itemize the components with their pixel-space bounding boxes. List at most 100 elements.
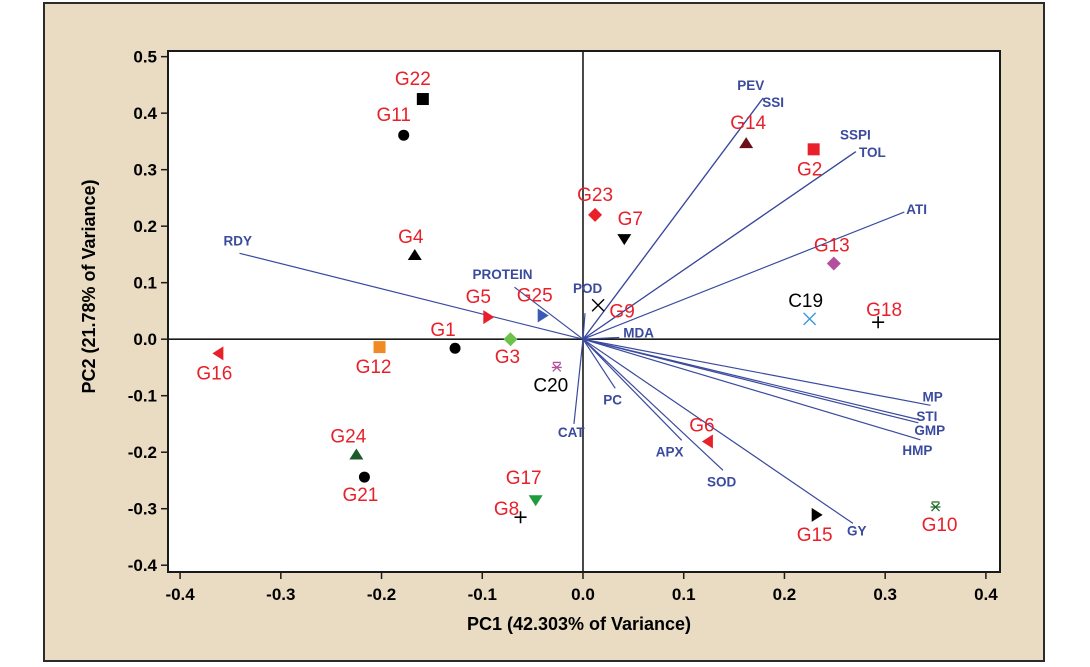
loading-label-ssi: SSI (762, 95, 784, 110)
observation-g5: G5 (466, 287, 495, 325)
marker-circle (449, 342, 461, 354)
x-tick-label: -0.1 (468, 585, 497, 604)
observation-label: G18 (866, 300, 902, 321)
marker-plus (514, 511, 527, 524)
marker-square (416, 93, 429, 106)
loading-label-tol: TOL (859, 145, 886, 160)
y-tick-label: 0.2 (133, 217, 157, 236)
marker-triangle-up (407, 248, 422, 260)
observation-label: G23 (577, 185, 613, 206)
loading-label-ati: ATI (906, 202, 927, 217)
observation-label: G7 (618, 209, 643, 230)
loading-label-gmp: GMP (914, 423, 945, 438)
x-tick-label: 0.2 (773, 585, 797, 604)
loading-vector-pc (582, 338, 616, 389)
marker-triangle-left (212, 346, 224, 361)
marker-triangle-up (349, 448, 364, 460)
marker-triangle-right (483, 310, 495, 325)
marker-triangle-up (739, 137, 754, 149)
observation-c20: C20 (533, 361, 568, 396)
observation-g17: G17 (506, 468, 543, 507)
x-axis-title: PC1 (42.303% of Variance) (467, 614, 691, 634)
observation-g14: G14 (730, 113, 767, 149)
observation-g21: G21 (342, 471, 378, 506)
observation-g1: G1 (430, 320, 461, 354)
x-tick-label: -0.2 (367, 585, 396, 604)
observation-markers: G1 G2 G3 G4 G5 G6 G7 G8 G9 G10 G11 G12 G13 G14 G15 G16 G… (196, 69, 957, 546)
x-tick-label: -0.3 (266, 585, 295, 604)
loading-label-pev: PEV (737, 78, 764, 93)
loading-label-mp: MP (922, 389, 942, 404)
loading-vector-ati (582, 211, 905, 340)
loading-vector-apx (582, 338, 683, 441)
loading-label-mda: MDA (623, 325, 654, 340)
loading-vector-gmp (582, 338, 919, 424)
y-tick-label: -0.3 (128, 500, 157, 519)
loading-label-cat: CAT (558, 425, 585, 440)
observation-g4: G4 (398, 227, 424, 260)
marker-triangle-down (528, 495, 543, 507)
marker-triangle-left (701, 434, 713, 449)
observation-g7: G7 (617, 209, 643, 246)
loading-vector-mda (582, 336, 620, 340)
observation-label: G15 (797, 525, 833, 546)
marker-circle (358, 471, 370, 483)
observation-g25: G25 (517, 285, 553, 323)
observation-g11: G11 (376, 105, 411, 141)
marker-square (373, 341, 386, 354)
observation-label: G11 (376, 105, 411, 126)
loading-vector-pod (582, 313, 586, 340)
y-axis: -0.4 -0.3 -0.2 -0.1 0.0 0.1 0.2 0.3 0.4 0.5 (128, 48, 168, 575)
observation-g23: G23 (577, 185, 613, 222)
observation-g18: G18 (866, 300, 902, 329)
marker-circle (398, 129, 410, 141)
observation-label: G4 (398, 227, 424, 248)
y-tick-label: 0.5 (133, 48, 157, 67)
marker-triangle-down (617, 234, 632, 246)
loading-label-sod: SOD (707, 474, 737, 489)
loading-label-sspi: SSPI (840, 128, 871, 143)
y-tick-label: 0.1 (133, 274, 157, 293)
observation-label: G22 (395, 69, 431, 90)
loading-vector-protein (514, 286, 584, 340)
loading-label-gy: GY (847, 523, 867, 538)
observation-g16: G16 (196, 346, 232, 384)
loading-vector-sod (582, 338, 724, 471)
observation-g13: G13 (814, 235, 850, 271)
loading-label-pod: POD (573, 281, 603, 296)
observation-label: G9 (609, 301, 634, 322)
observation-label: G14 (730, 113, 766, 134)
observation-label: G6 (689, 415, 714, 436)
loading-vector-ssi (582, 98, 763, 340)
observation-g15: G15 (797, 507, 833, 546)
observation-g12: G12 (356, 341, 391, 378)
loading-label-hmp: HMP (902, 443, 932, 458)
loading-label-apx: APX (656, 444, 684, 459)
x-tick-label: 0.1 (672, 585, 696, 604)
loading-vector-tol (582, 151, 856, 340)
marker-x (803, 312, 817, 326)
loading-vector-gy (582, 338, 854, 524)
observation-label: G24 (330, 426, 366, 447)
loading-vector-mp (582, 338, 931, 406)
observation-g6: G6 (689, 415, 715, 449)
observation-label: G10 (922, 515, 958, 536)
plot-area (167, 50, 1001, 573)
loading-vector-cat (573, 339, 584, 425)
y-tick-label: 0.4 (133, 104, 157, 123)
observation-label: G2 (797, 159, 822, 180)
y-axis-title: PC2 (21.78% of Variance) (79, 179, 99, 393)
marker-square (807, 143, 820, 156)
observation-g9: G9 (591, 298, 635, 322)
y-tick-label: -0.4 (128, 556, 158, 575)
observation-label: G5 (466, 287, 491, 308)
loading-vector-rdy (239, 252, 584, 340)
x-tick-label: 0.0 (571, 585, 595, 604)
loading-vectors: RDY PROTEIN POD MDA PEV SSI SSPI TOL ATI MP STIGMP… (224, 78, 946, 539)
marker-plus (872, 316, 885, 329)
marker-x (591, 298, 605, 312)
x-axis: -0.4 -0.3 -0.2 -0.1 0.0 0.1 0.2 0.3 0.4 (165, 572, 998, 604)
marker-triangle-right (537, 308, 549, 323)
marker-diamond (588, 207, 603, 222)
